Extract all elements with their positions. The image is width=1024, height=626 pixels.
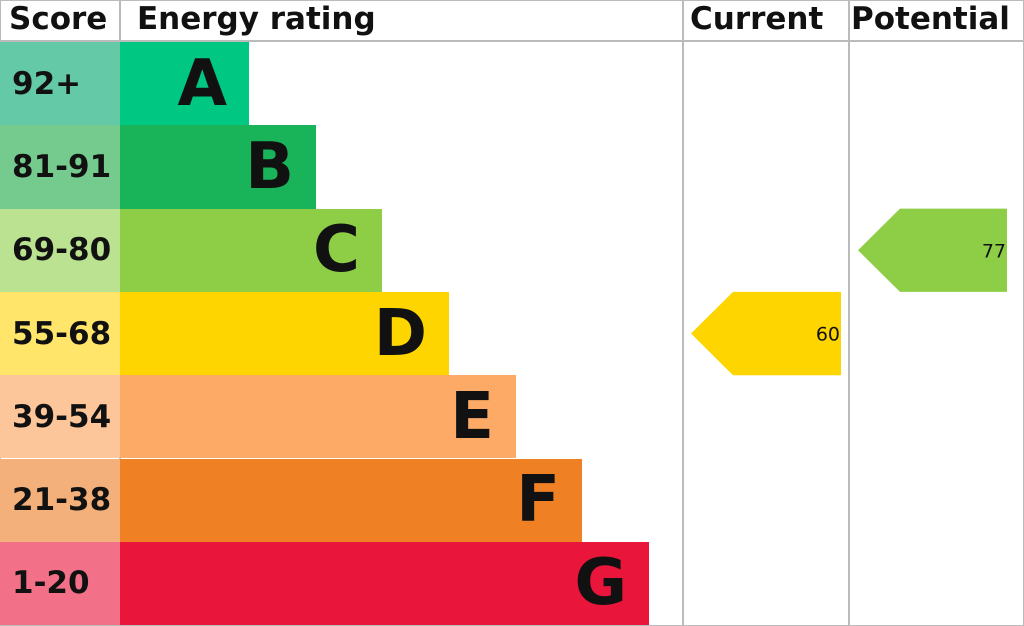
rating-bar-g: G (120, 541, 649, 626)
score-range-c: 69-80 (0, 208, 120, 292)
score-range-e: 39-54 (0, 375, 120, 459)
header-energy-rating: Energy rating (137, 1, 376, 37)
column-divider (682, 0, 684, 626)
column-divider (848, 0, 850, 626)
header-divider (0, 40, 1024, 42)
score-range-f: 21-38 (0, 458, 120, 542)
header-current: Current (690, 1, 824, 37)
header-score: Score (9, 1, 108, 37)
rating-bar-a: A (120, 42, 249, 126)
score-range-g: 1-20 (0, 541, 120, 626)
potential-rating-arrow (858, 208, 1007, 292)
rating-bar-b: B (120, 125, 316, 209)
rating-bar-f: F (120, 458, 582, 542)
current-rating-value: 60 (816, 324, 840, 346)
score-range-b: 81-91 (0, 125, 120, 209)
header-potential: Potential (851, 1, 1010, 37)
current-rating-arrow (691, 291, 841, 376)
score-range-a: 92+ (0, 42, 120, 126)
score-range-d: 55-68 (0, 291, 120, 376)
rating-bar-e: E (120, 375, 516, 459)
rating-bar-c: C (120, 208, 382, 292)
potential-rating-value: 77 (982, 240, 1006, 262)
rating-bar-d: D (120, 291, 449, 376)
